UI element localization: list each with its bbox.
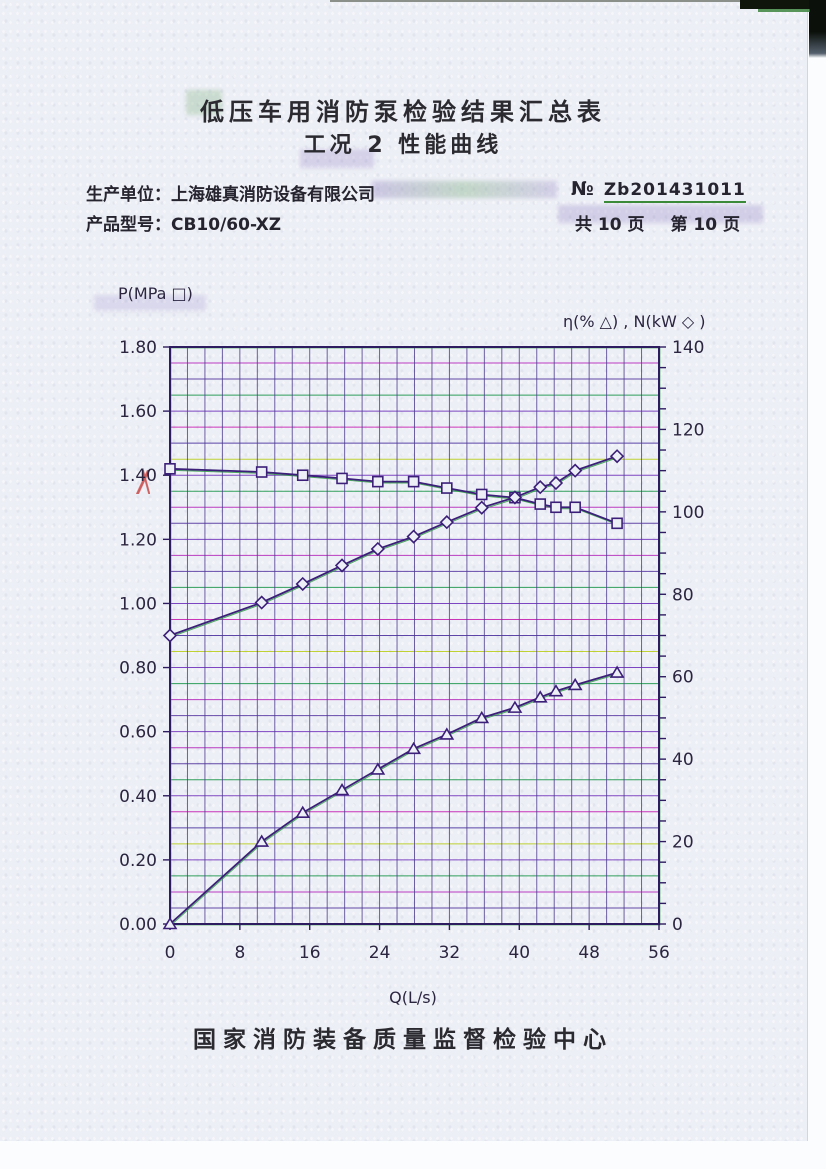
svg-text:80: 80 <box>672 585 694 605</box>
report-number-line: № Zb201431011 <box>571 178 746 203</box>
producer-label: 生产单位： <box>86 185 171 205</box>
scan-top-edge <box>330 0 826 2</box>
v-gridlines <box>186 347 643 924</box>
svg-text:100: 100 <box>672 503 704 523</box>
series-eta <box>162 665 625 930</box>
model-value: CB10/60-XZ <box>171 215 282 235</box>
inspection-center-name: 国家消防装备质量监督检验中心 <box>193 1027 613 1053</box>
svg-text:20: 20 <box>672 833 694 853</box>
svg-text:0.20: 0.20 <box>119 851 157 871</box>
report-title: 低压车用消防泵检验结果汇总表 <box>200 98 606 126</box>
model-label: 产品型号： <box>86 215 171 235</box>
svg-text:48: 48 <box>578 943 600 963</box>
pages-total: 共 10 页 <box>575 215 645 235</box>
svg-text:0: 0 <box>165 943 176 963</box>
report-number-value: Zb201431011 <box>603 180 746 203</box>
margin-red-mark <box>136 470 150 494</box>
svg-text:0: 0 <box>672 915 683 935</box>
number-symbol: № <box>571 178 594 200</box>
svg-text:140: 140 <box>672 338 704 358</box>
model-line: 产品型号：CB10/60-XZ <box>86 210 281 235</box>
svg-text:56: 56 <box>648 943 670 963</box>
scan-corner-fringe <box>758 9 810 12</box>
svg-text:40: 40 <box>508 943 530 963</box>
svg-text:1.40: 1.40 <box>119 466 157 486</box>
scan-corner-shadow-side <box>809 0 826 58</box>
svg-text:40: 40 <box>672 750 694 770</box>
pages-current: 第 10 页 <box>670 215 741 235</box>
tick-labels: 1.80 1.60 1.40 1.20 1.00 0.80 0.60 0.40 0.20 0.00… <box>119 338 704 963</box>
svg-text:0.60: 0.60 <box>119 723 157 743</box>
svg-text:120: 120 <box>672 420 704 440</box>
pagination-line: 共 10 页 第 10 页 <box>575 210 740 235</box>
svg-text:1.20: 1.20 <box>119 530 157 550</box>
paper-background <box>0 0 808 1141</box>
report-subtitle: 工况 2 性能曲线 <box>303 133 503 158</box>
svg-text:0.00: 0.00 <box>119 915 157 935</box>
svg-text:8: 8 <box>234 943 245 963</box>
right-axis-title: η(% △) , N(kW ◇ ) <box>563 312 706 331</box>
x-axis-title: Q(L/s) <box>389 988 437 1007</box>
left-axis-title: P(MPa □) <box>118 284 193 303</box>
scan-corner-shadow <box>740 0 826 9</box>
svg-text:1.80: 1.80 <box>119 338 157 358</box>
svg-text:1.00: 1.00 <box>119 594 157 614</box>
svg-text:0.80: 0.80 <box>119 659 157 679</box>
series-P <box>164 463 623 530</box>
svg-text:32: 32 <box>439 943 461 963</box>
svg-text:16: 16 <box>299 943 321 963</box>
svg-text:1.60: 1.60 <box>119 402 157 422</box>
producer-line: 生产单位：上海雄真消防设备有限公司 <box>86 180 375 205</box>
svg-text:24: 24 <box>369 943 391 963</box>
producer-value: 上海雄真消防设备有限公司 <box>171 185 375 205</box>
svg-text:0.40: 0.40 <box>119 787 157 807</box>
svg-text:60: 60 <box>672 668 694 688</box>
series-N <box>162 449 625 643</box>
